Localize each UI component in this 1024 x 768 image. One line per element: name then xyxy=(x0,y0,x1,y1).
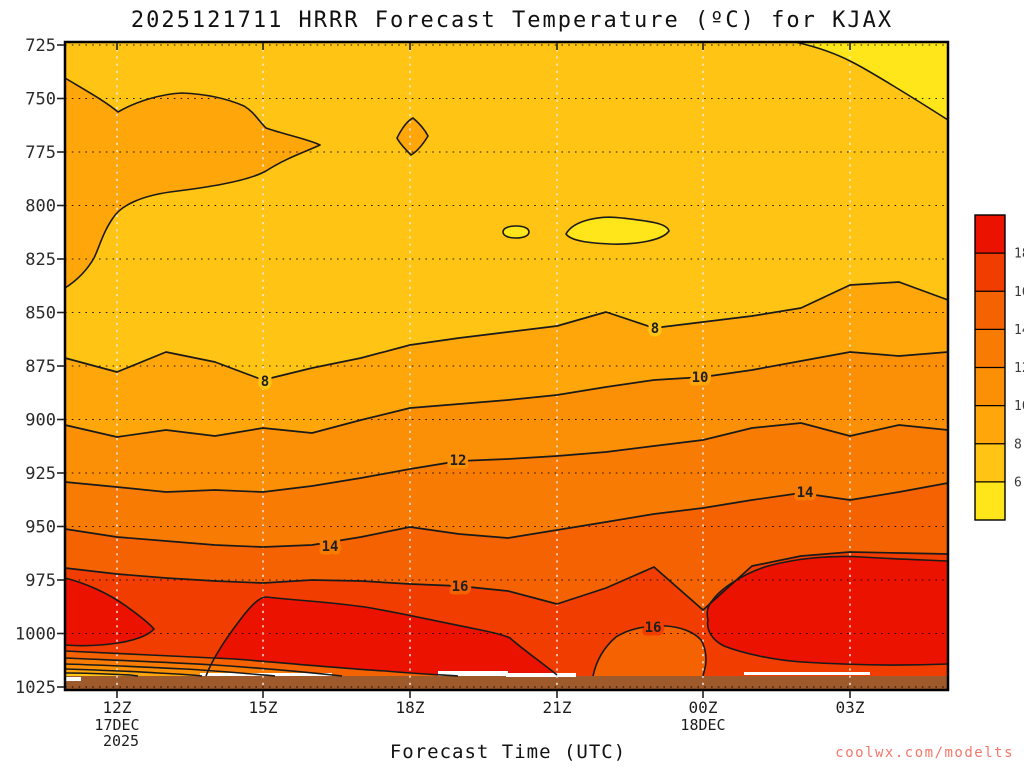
xtick-label-18Z: 18Z xyxy=(396,698,425,717)
watermark-coolwx: coolwx.com/modelts xyxy=(835,745,1014,761)
hot-blob-center-outline xyxy=(205,596,558,677)
cool-blob-800mb xyxy=(566,217,669,245)
horizontal-gridlines xyxy=(65,44,948,688)
ytick-label-1025: 1025 xyxy=(15,678,56,698)
terrain-glitch-4 xyxy=(744,672,870,675)
contour-label-10-2: 10 xyxy=(692,370,709,386)
surface-layer-band-1-outline xyxy=(64,650,459,677)
xtick-label-15Z: 15Z xyxy=(249,698,278,717)
colorbar-border xyxy=(974,214,1006,521)
cool-sliver-800mb-outline xyxy=(502,225,530,239)
xtick-sublabel-2025: 2025 xyxy=(103,732,139,750)
colorbar-segment-c8_10 xyxy=(975,405,1005,445)
cool-wedge-topright-outline xyxy=(794,41,949,121)
surface-layer-band-2-outline xyxy=(64,657,343,677)
surface-layer-band-5-outline xyxy=(64,672,139,677)
contour-label-16-6: 16 xyxy=(452,579,469,595)
terrain-glitch-2 xyxy=(438,671,508,676)
cool-pocket-00z-surface xyxy=(593,625,706,676)
terrain-glitch-0 xyxy=(65,677,81,681)
xtick-label-00Z: 00Z xyxy=(689,698,718,717)
contour-label-14-5: 14 xyxy=(797,485,814,501)
contour-blob-regions xyxy=(65,42,948,676)
ytick-label-1000: 1000 xyxy=(15,625,56,645)
contour-label-12-3: 12 xyxy=(450,453,467,469)
ytick-label-750: 750 xyxy=(25,90,56,110)
hot-blob-left xyxy=(65,578,154,646)
ytick-label-925: 925 xyxy=(25,464,56,484)
contour-line-12 xyxy=(64,422,949,493)
hot-blob-right-outline xyxy=(706,555,949,666)
colorbar-label-18: 18 xyxy=(1014,247,1024,262)
xtick-sublabel-17DEC: 17DEC xyxy=(94,716,139,734)
warm-diamond-760mb-outline xyxy=(396,117,429,156)
colorbar-segment-c16_18 xyxy=(975,253,1005,292)
pressure-axis: 725 750 775 800 825 850 875 900 925 950 975 1000 102… xyxy=(15,36,64,698)
x-axis-title: Forecast Time (UTC) xyxy=(390,741,626,763)
contour-line-10 xyxy=(64,351,949,438)
cool-pocket-00z-surface-outline xyxy=(592,625,707,677)
colorbar-label-8: 8 xyxy=(1014,437,1022,452)
ytick-label-950: 950 xyxy=(25,518,56,538)
colorbar-segment-c6_8 xyxy=(975,443,1005,483)
ytick-label-725: 725 xyxy=(25,36,56,56)
xtick-label-12Z: 12Z xyxy=(103,698,132,717)
colorbar-label-16: 16 xyxy=(1014,285,1024,300)
ytick-label-775: 775 xyxy=(25,143,56,163)
xtick-sublabel-18DEC: 18DEC xyxy=(680,716,725,734)
contour-label-14-4: 14 xyxy=(322,539,339,555)
colorbar-label-14: 14 xyxy=(1014,323,1024,338)
colorbar-segment-c14_16 xyxy=(975,291,1005,330)
hot-blob-left-outline xyxy=(64,577,155,647)
colorbar-segment-c12_14 xyxy=(975,329,1005,368)
plot-frame xyxy=(63,40,950,692)
colorbar-segment-lt6 xyxy=(975,481,1005,521)
contour-line-8 xyxy=(64,281,949,381)
ytick-label-900: 900 xyxy=(25,411,56,431)
hot-blob-right xyxy=(707,556,948,666)
contour-line-labels: 8 8 10 12 14 14 16 16 xyxy=(257,318,817,640)
xtick-label-03Z: 03Z xyxy=(836,698,865,717)
ground-strip xyxy=(65,676,948,690)
surface-layer-band-3-outline xyxy=(64,663,276,677)
xtick-label-21Z: 21Z xyxy=(543,698,572,717)
surface-layer-band-4-outline xyxy=(64,668,203,677)
hot-blob-center xyxy=(206,597,558,676)
colorbar-label-6: 6 xyxy=(1014,475,1022,490)
ytick-label-800: 800 xyxy=(25,197,56,217)
contour-label-8-1: 8 xyxy=(651,321,659,337)
cool-sliver-800mb xyxy=(503,226,529,238)
colorbar-segment-c10_12 xyxy=(975,367,1005,407)
contour-label-16-7: 16 xyxy=(645,620,662,636)
warm-layer-blob-topleft-outline xyxy=(64,77,321,289)
chart-title: 2025121711 HRRR Forecast Temperature (ºC… xyxy=(131,8,893,33)
terrain-glitch-3 xyxy=(506,673,576,677)
cool-wedge-topright xyxy=(795,42,948,120)
colorbar-label-10: 10 xyxy=(1014,399,1024,414)
ytick-label-975: 975 xyxy=(25,571,56,591)
contour-line-14 xyxy=(64,482,949,548)
ytick-label-875: 875 xyxy=(25,357,56,377)
colorbar-segment-gt18 xyxy=(975,215,1005,254)
ytick-label-825: 825 xyxy=(25,250,56,270)
colorbar: 18 16 14 12 10 8 6 xyxy=(974,214,1024,521)
ytick-label-850: 850 xyxy=(25,304,56,324)
cool-blob-800mb-outline xyxy=(565,216,670,245)
contour-lines xyxy=(64,41,949,677)
contour-line-16 xyxy=(64,551,949,611)
contour-label-8-0: 8 xyxy=(261,374,269,390)
colorbar-label-12: 12 xyxy=(1014,361,1024,376)
warm-layer-blob-topleft xyxy=(65,78,320,288)
